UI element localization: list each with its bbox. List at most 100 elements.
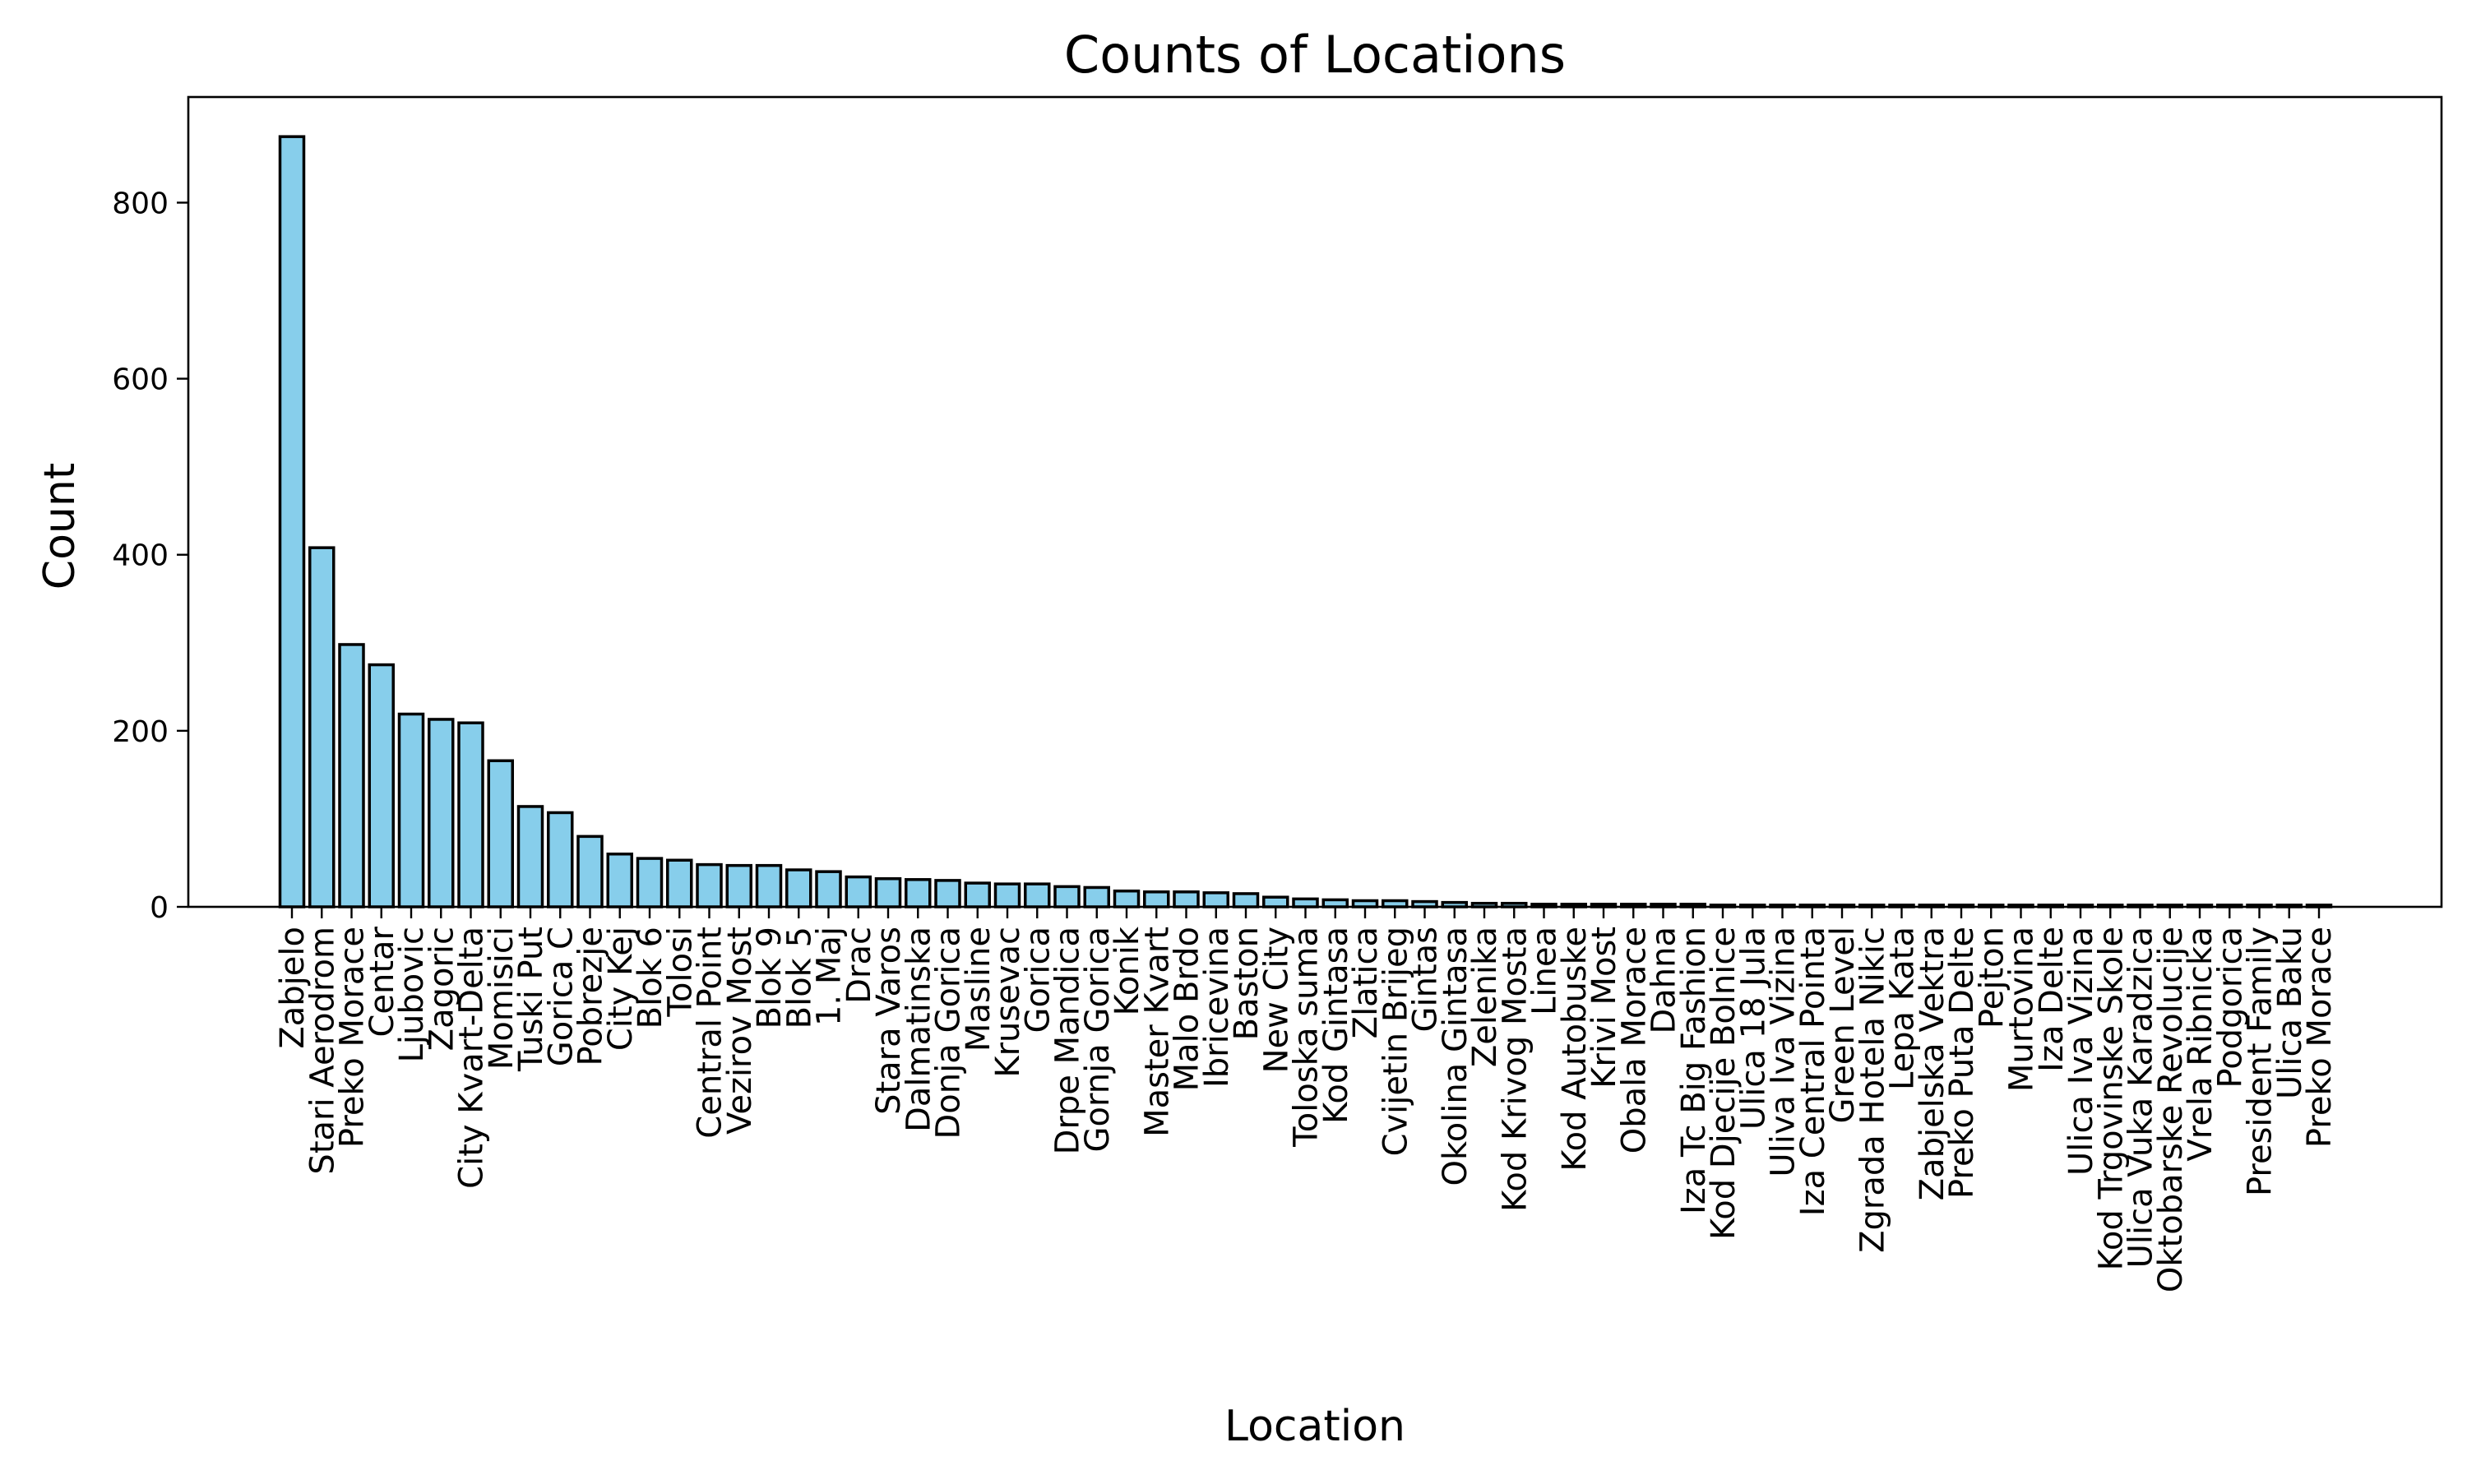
x-tick-label: Blok 5 bbox=[780, 927, 818, 1029]
x-tick-label: City Kvart-Delta bbox=[453, 927, 491, 1189]
x-tick-label: Gorica C bbox=[542, 927, 580, 1066]
bar bbox=[636, 857, 664, 908]
bar bbox=[905, 878, 932, 908]
x-tick-label: Konik bbox=[1109, 926, 1146, 1015]
x-tick-label: President Family bbox=[2242, 927, 2280, 1196]
x-tick-label: Drpe Mandica bbox=[1049, 927, 1087, 1154]
x-tick-label: Okolina Gintasa bbox=[1437, 927, 1474, 1186]
chart-title: Counts of Locations bbox=[1064, 25, 1566, 85]
x-tick-label: Linea bbox=[1526, 927, 1564, 1015]
bar bbox=[934, 879, 961, 908]
x-tick-label: 1. Maj bbox=[811, 927, 849, 1026]
x-tick-label: Green Level bbox=[1824, 927, 1862, 1123]
x-tick-label: Kod Krivog Mosta bbox=[1496, 927, 1534, 1212]
x-tick-label: Zabjelska Vektra bbox=[1914, 927, 1951, 1200]
x-tick-label: Dahna bbox=[1645, 927, 1683, 1034]
x-tick-label: Ulica Iva Vizina bbox=[2062, 927, 2100, 1176]
bar bbox=[725, 863, 752, 908]
x-tick-label: Donja Gorica bbox=[930, 927, 968, 1140]
x-tick-label: Preko Morace bbox=[334, 927, 372, 1148]
bar bbox=[1053, 885, 1081, 908]
x-tick-label: Blok 6 bbox=[632, 927, 669, 1029]
bar bbox=[1024, 882, 1051, 908]
bar bbox=[874, 876, 902, 908]
bars-layer bbox=[278, 135, 2333, 908]
x-tick-label: Ulica Vuka Karadzica bbox=[2122, 927, 2160, 1268]
bar bbox=[1143, 890, 1170, 908]
bar bbox=[785, 868, 812, 908]
x-tick-label: Kod Trgovinske Skole bbox=[2092, 927, 2130, 1270]
bar bbox=[487, 759, 514, 908]
bar bbox=[1202, 891, 1229, 908]
x-tick-label: Malo Brdo bbox=[1169, 927, 1206, 1091]
y-tick-label: 400 bbox=[112, 539, 169, 573]
x-tick-label: Zabjelo bbox=[274, 927, 312, 1049]
x-tick-label: Zelenika bbox=[1466, 927, 1504, 1067]
bar bbox=[845, 875, 872, 908]
x-tick-label: Kod Djecije Bolnice bbox=[1705, 927, 1743, 1240]
x-tick-label: Stara Varos bbox=[870, 927, 908, 1115]
x-tick-label: Baston bbox=[1228, 927, 1266, 1040]
x-tick-label: Ljubovic bbox=[393, 927, 431, 1062]
x-tick-label: Toloska suma bbox=[1288, 927, 1326, 1148]
y-axis-label: Count bbox=[35, 463, 85, 589]
x-tick-label: Tolosi bbox=[661, 927, 699, 1018]
x-tick-label: Ulica Baku bbox=[2271, 927, 2309, 1099]
bar bbox=[1113, 889, 1141, 908]
x-tick-label: Stari Aerodrom bbox=[303, 927, 341, 1175]
x-tick-label: Pejton bbox=[1973, 927, 2011, 1029]
bar bbox=[1262, 895, 1289, 908]
x-tick-label: Central Point bbox=[692, 927, 729, 1139]
bar bbox=[547, 811, 574, 908]
y-tick-label: 0 bbox=[150, 891, 169, 925]
x-tick-label: Iza Tc Big Fashion bbox=[1675, 927, 1713, 1214]
bar bbox=[1232, 892, 1260, 908]
x-tick-label: Blok 9 bbox=[751, 927, 789, 1029]
x-tick-label: Master Kvart bbox=[1138, 927, 1176, 1137]
bar bbox=[278, 135, 306, 908]
x-tick-label: Lepa Kata bbox=[1884, 927, 1922, 1090]
y-tick-label: 600 bbox=[112, 363, 169, 397]
x-tick-label: Oktobarske Revolucije bbox=[2152, 927, 2190, 1292]
bar bbox=[308, 546, 336, 908]
bar bbox=[666, 858, 693, 908]
x-tick-label: Zagoric bbox=[423, 927, 461, 1051]
bar bbox=[606, 853, 633, 908]
x-tick-label: Iza Central Pointa bbox=[1794, 927, 1832, 1216]
y-axis-ticks: 0 200 400 600 800 bbox=[112, 187, 188, 925]
bar bbox=[516, 805, 544, 908]
x-tick-label: Zlatica bbox=[1347, 927, 1385, 1038]
bar bbox=[755, 863, 783, 908]
x-tick-label: Gornja Gorica bbox=[1079, 927, 1117, 1152]
x-tick-label: Centar bbox=[363, 926, 401, 1037]
bar bbox=[338, 643, 365, 908]
x-tick-label: Iza Delte bbox=[2033, 927, 2071, 1072]
bar bbox=[1292, 897, 1319, 908]
bar bbox=[1173, 890, 1200, 908]
bar bbox=[457, 721, 484, 908]
bar bbox=[368, 663, 395, 908]
x-tick-label: City Kej bbox=[602, 927, 640, 1051]
x-tick-label: Zgrada Hotela Nikic bbox=[1854, 927, 1891, 1253]
bar bbox=[576, 834, 604, 908]
x-tick-label: Uliva Iva Vizina bbox=[1765, 927, 1803, 1177]
x-tick-label: Cvijetin Brijeg bbox=[1377, 927, 1414, 1156]
bar bbox=[815, 870, 842, 908]
x-tick-label: Krusevac bbox=[989, 927, 1027, 1078]
x-tick-label: Gintas bbox=[1407, 927, 1445, 1033]
x-tick-label: Masline bbox=[960, 927, 997, 1052]
x-tick-label: Vrela Ribnicka bbox=[2182, 927, 2219, 1162]
bar bbox=[964, 881, 991, 908]
x-tick-label: Dalmatinska bbox=[900, 927, 937, 1132]
x-tick-label: Murtovina bbox=[2003, 927, 2041, 1092]
x-tick-label: Ibricevina bbox=[1198, 927, 1236, 1088]
x-tick-label: Preko Morace bbox=[2301, 927, 2339, 1148]
plot-frame bbox=[187, 95, 2443, 908]
bar bbox=[1083, 885, 1110, 908]
x-tick-label: Ulica 18 Jula bbox=[1734, 927, 1772, 1130]
x-tick-label: Obala Morace bbox=[1615, 927, 1653, 1153]
bar bbox=[993, 882, 1021, 908]
